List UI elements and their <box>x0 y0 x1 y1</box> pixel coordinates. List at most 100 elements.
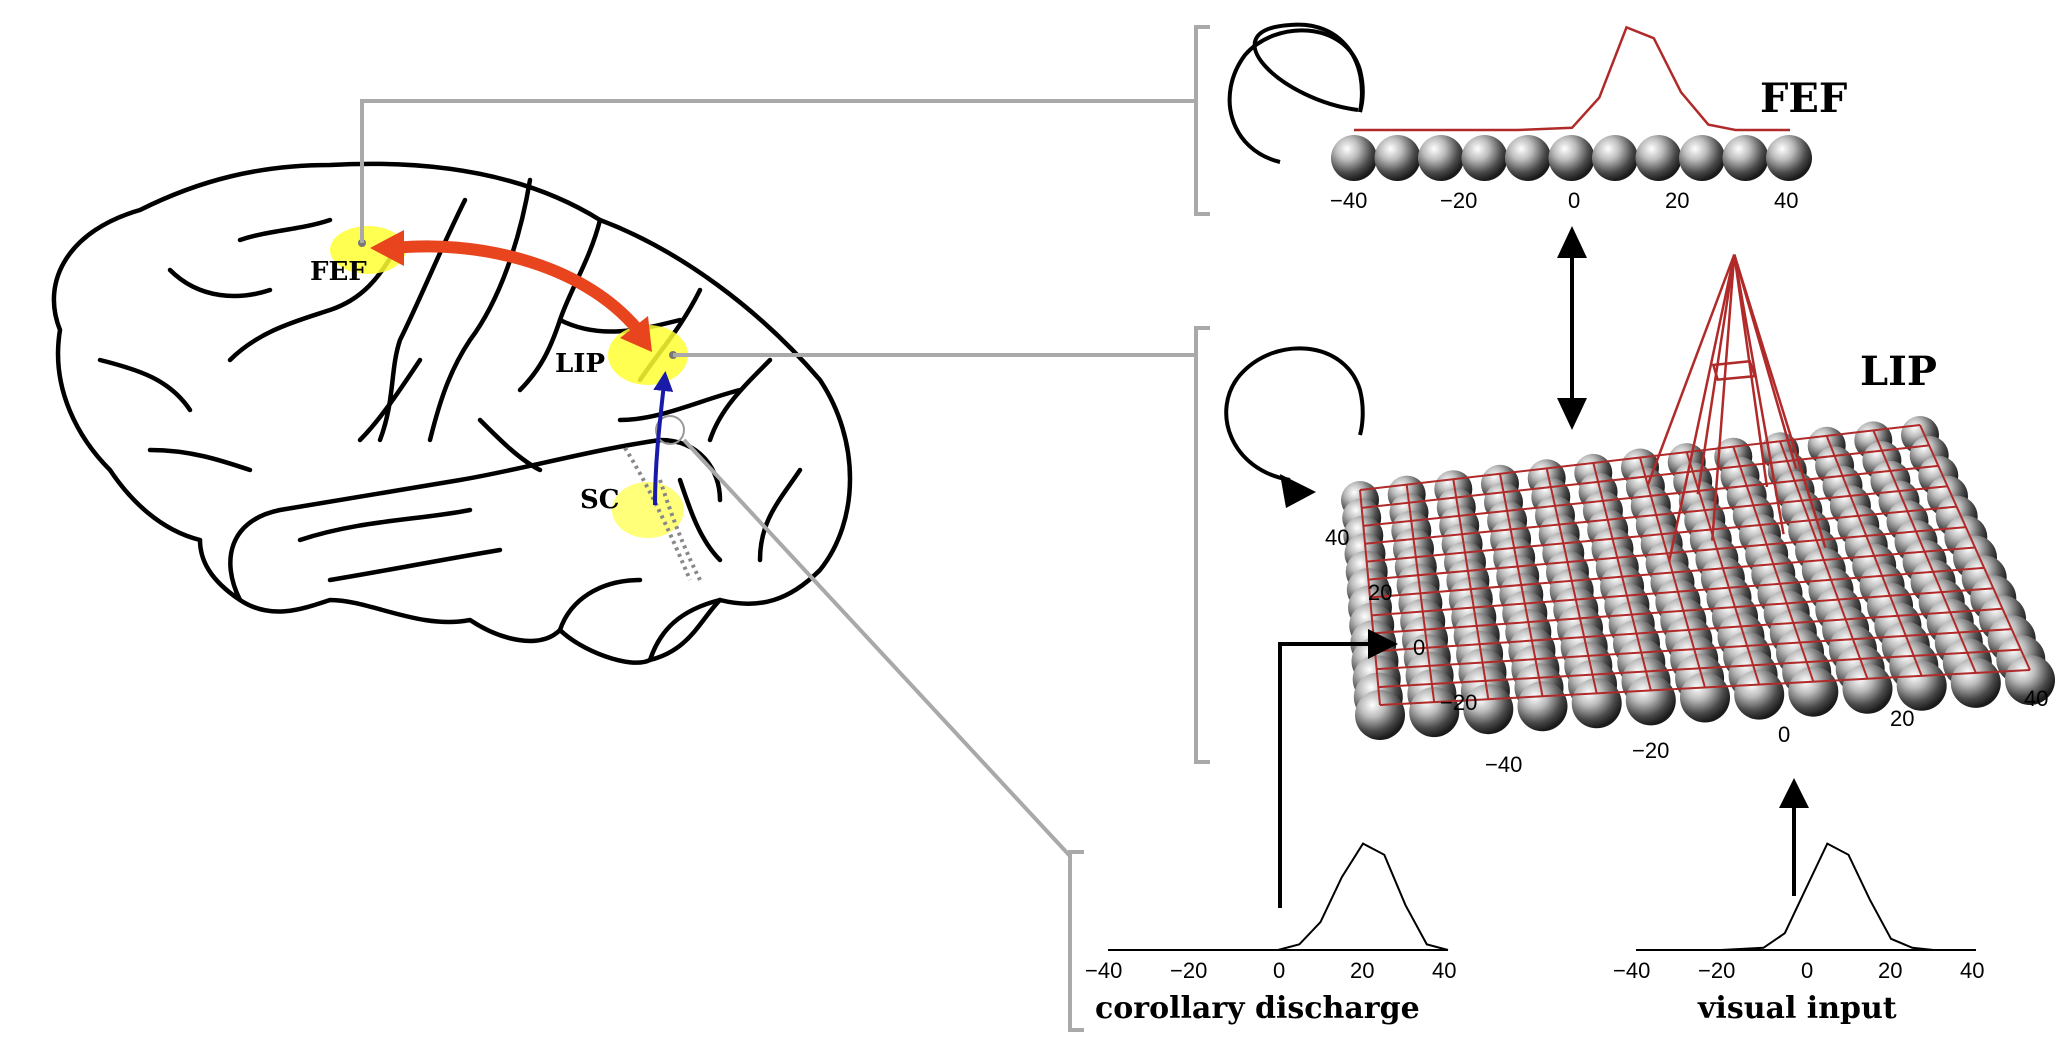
lip-peak-ring <box>1711 359 1757 381</box>
fef-connector <box>360 99 1196 243</box>
lip-peak-line <box>1733 254 1785 535</box>
lip-neuron-sphere <box>1625 675 1676 726</box>
lip-neuron-sphere <box>1896 660 1947 711</box>
lip-x-tick: −20 <box>1632 738 1669 763</box>
lip-peak-line <box>1710 254 1736 541</box>
fef-region-label: FEF <box>310 257 367 287</box>
visual-tick: 0 <box>1801 958 1813 983</box>
sc-connector <box>682 438 1072 858</box>
lip-neuron-sphere <box>1842 663 1893 714</box>
lip-y-tick: −40 <box>1485 752 1522 777</box>
lip-grid-surface <box>1359 424 2031 706</box>
lip-peak-line <box>1646 254 1736 486</box>
lip-neuron-sphere <box>1355 690 1405 740</box>
lip-y-tick: 20 <box>1368 580 1392 605</box>
connector-lines <box>360 25 1210 1032</box>
fef-tick: −20 <box>1440 188 1477 213</box>
lip-y-tick: 40 <box>1325 525 1349 550</box>
fef-ticks: −40 −20 0 20 40 <box>1330 188 1798 213</box>
lip-y-ticks: 40 20 0 −20 −40 <box>1325 525 1522 777</box>
visual-panel: −40 −20 0 20 40 visual input <box>1613 842 1984 1026</box>
lip-neuron-sphere <box>1680 672 1730 723</box>
fef-neuron-sphere <box>1635 135 1682 181</box>
visual-tick: −40 <box>1613 958 1650 983</box>
visual-caption: visual input <box>1697 991 1897 1026</box>
lip-panel: LIP 40 20 0 −20 −40 −20 0 20 40 <box>1224 254 2055 777</box>
fef-neuron-sphere <box>1722 135 1769 181</box>
lip-mesh-line <box>1919 424 2031 671</box>
lip-arrowhead <box>620 316 652 352</box>
lip-neuron-sphere <box>1463 684 1514 735</box>
lip-neuron-sphere <box>1517 681 1568 732</box>
fef-neuron-sphere <box>1505 135 1551 181</box>
sc-highlight <box>612 482 684 538</box>
temporal-lobe-outline <box>228 437 723 603</box>
visual-tick: −20 <box>1698 958 1735 983</box>
fef-tick: 40 <box>1774 188 1798 213</box>
sc-region-label: SC <box>580 485 619 515</box>
fef-tick: −40 <box>1330 188 1367 213</box>
fef-tick: 0 <box>1568 188 1580 213</box>
fef-neuron-sphere <box>1766 135 1812 181</box>
fef-arrowhead <box>370 230 404 266</box>
lip-neuron-sphere <box>1409 687 1460 738</box>
fef-spheres <box>1331 135 1812 181</box>
visual-tick: 20 <box>1878 958 1902 983</box>
fef-tick: 20 <box>1665 188 1689 213</box>
lip-region-label: LIP <box>555 349 605 379</box>
lip-neuron-sphere <box>1950 657 2001 708</box>
corollary-tick: −20 <box>1170 958 1207 983</box>
fef-neuron-sphere <box>1548 135 1595 181</box>
input-arrows <box>1278 629 1809 908</box>
lip-peak-line <box>1733 254 1769 488</box>
lip-mesh-line <box>1359 424 1921 491</box>
lip-neuron-sphere <box>1571 678 1622 729</box>
fef-neuron-sphere <box>1374 135 1421 181</box>
lip-mesh-line <box>1872 430 1977 674</box>
brain-outline <box>51 161 853 665</box>
fef-activity-curve <box>1354 25 1790 132</box>
lip-panel-title: LIP <box>1860 348 1937 395</box>
visual-curve <box>1636 842 1976 951</box>
lip-x-tick: 40 <box>2024 686 2048 711</box>
brain-illustration: FEF LIP SC <box>51 161 853 665</box>
lip-peak <box>1646 254 1827 562</box>
corollary-tick: 0 <box>1273 958 1285 983</box>
sc-lip-arrow <box>653 371 674 506</box>
lip-neuron-sphere <box>1788 666 1839 717</box>
lip-y-tick: −20 <box>1440 690 1477 715</box>
central-sulcus <box>427 177 533 443</box>
fef-highlight <box>330 226 406 274</box>
lip-peak-line <box>1733 254 1798 470</box>
lip-mesh-line <box>1825 435 1923 677</box>
corollary-curve <box>1108 842 1449 951</box>
corollary-caption: corollary discharge <box>1095 991 1420 1026</box>
fef-panel: −40 −20 0 20 40 FEF <box>1227 22 1847 213</box>
fef-neuron-sphere <box>1592 135 1638 181</box>
lip-x-ticks: −20 0 20 40 <box>1632 686 2048 763</box>
fef-neuron-sphere <box>1679 135 1725 181</box>
lip-peak-line <box>1668 254 1736 562</box>
lip-neuron-sphere <box>2005 655 2055 705</box>
corollary-arrow <box>1278 642 1384 908</box>
fef-lip-arrow <box>389 240 644 336</box>
corollary-tick: 40 <box>1432 958 1456 983</box>
fef-neuron-sphere <box>1418 135 1464 181</box>
lip-bracket <box>1194 326 1210 764</box>
lip-x-tick: 20 <box>1890 706 1914 731</box>
input-bracket <box>1068 850 1084 1032</box>
fef-panel-title: FEF <box>1760 75 1847 122</box>
corollary-tick: −40 <box>1085 958 1122 983</box>
corollary-panel: −40 −20 0 20 40 corollary discharge <box>1085 842 1456 1026</box>
lip-x-tick: 0 <box>1778 722 1790 747</box>
lip-recurrent-arrow <box>1224 346 1365 482</box>
lip-neuron-sphere <box>1734 669 1785 720</box>
fef-neuron-sphere <box>1331 135 1377 181</box>
visual-tick: 40 <box>1960 958 1984 983</box>
corollary-tick: 20 <box>1350 958 1374 983</box>
sc-origin-circle <box>655 415 685 445</box>
lip-y-tick: 0 <box>1413 635 1425 660</box>
fef-bracket <box>1194 25 1210 216</box>
fef-neuron-sphere <box>1461 135 1508 181</box>
